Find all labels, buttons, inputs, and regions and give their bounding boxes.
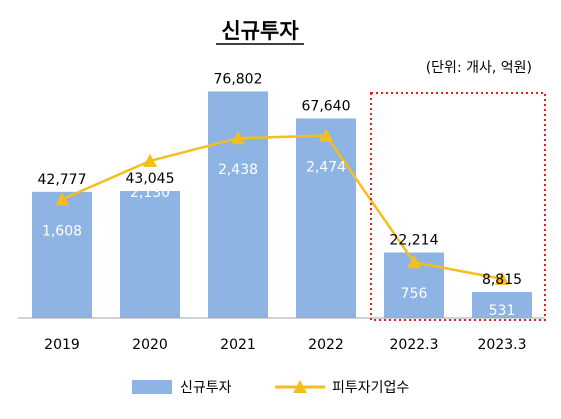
- x-tick-label: 2022: [308, 337, 344, 353]
- line-point-marker: [55, 192, 69, 206]
- bar-value-label: 8,815: [482, 272, 522, 288]
- legend-bar-label: 신규투자: [180, 380, 232, 396]
- line-point-marker: [495, 271, 509, 285]
- bar-value-label: 43,045: [126, 171, 175, 187]
- unit-note: (단위: 개사, 억원): [426, 60, 532, 76]
- legend-line-marker: [293, 380, 307, 393]
- line-value-label: 1,608: [42, 223, 82, 239]
- line-series-path: [61, 134, 503, 281]
- line-value-label: 2,438: [218, 162, 258, 178]
- line-series-layer: [55, 128, 509, 285]
- highlight-box: [370, 92, 546, 321]
- bar-2020: [120, 191, 180, 318]
- line-point-marker: [231, 131, 245, 145]
- bar-2023.3: [472, 291, 532, 318]
- labels-layer: 42,777 43,045 76,802 67,640 22,214 8,815 1,608…: [38, 71, 523, 318]
- line-value-label: 531: [489, 303, 516, 319]
- line-point-marker: [143, 153, 157, 167]
- bar-value-label: 22,214: [390, 232, 439, 248]
- x-tick-label: 2022.3: [390, 337, 439, 353]
- x-axis-ticks: 2019 2020 2021 2022 2022.3 2023.3: [44, 337, 526, 353]
- line-value-label: 756: [401, 286, 428, 302]
- line-value-label: 2,474: [306, 160, 346, 176]
- bar-value-label: 67,640: [302, 98, 351, 114]
- legend-line-label: 피투자기업수: [332, 380, 409, 396]
- line-value-label: 2,130: [130, 185, 170, 201]
- legend-bar-swatch: [132, 380, 172, 394]
- bars-layer: [32, 91, 532, 318]
- line-point-marker: [407, 255, 421, 269]
- bar-2022: [296, 118, 356, 318]
- chart-title: 신규투자: [221, 19, 299, 43]
- chart-title-group: 신규투자: [216, 19, 304, 45]
- legend: 신규투자 피투자기업수: [132, 380, 409, 396]
- bar-2021: [208, 91, 268, 318]
- bar-value-label: 76,802: [214, 71, 263, 87]
- line-point-marker: [319, 128, 333, 142]
- bar-value-label: 42,777: [38, 172, 87, 188]
- x-tick-label: 2020: [132, 337, 168, 353]
- x-tick-label: 2023.3: [478, 337, 527, 353]
- x-tick-label: 2019: [44, 337, 80, 353]
- x-tick-label: 2021: [220, 337, 256, 353]
- bar-2019: [32, 191, 92, 318]
